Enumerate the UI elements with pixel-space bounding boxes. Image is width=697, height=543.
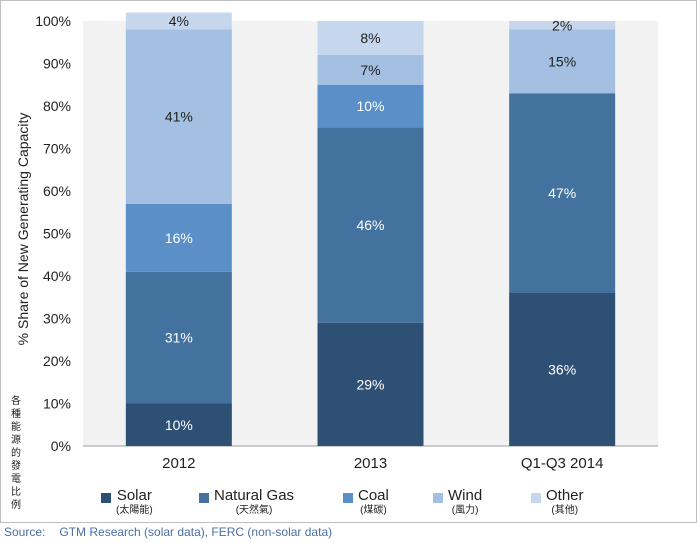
legend-label-chinese: (煤碳) [360, 505, 387, 516]
legend-label-chinese: (風力) [451, 505, 479, 516]
bar-segment [509, 93, 616, 293]
legend-text: Coal (煤碳) [358, 488, 389, 516]
y-tick-label: 30% [43, 311, 71, 327]
legend-swatch [531, 493, 541, 503]
legend-label-chinese: (太陽能) [116, 505, 153, 516]
legend-label: Coal [358, 487, 389, 504]
legend-item: Other (其他) [531, 488, 584, 516]
bar-segment [125, 12, 232, 30]
data-label: 2% [552, 17, 572, 33]
legend-swatch [433, 493, 443, 503]
y-tick-label: 90% [43, 56, 71, 72]
legend-text: Natural Gas (天然氣) [214, 488, 294, 516]
legend-text: Wind (風力) [448, 488, 482, 516]
data-label: 8% [360, 30, 380, 46]
bar-segment [317, 127, 424, 323]
legend-label: Other [546, 487, 584, 504]
y-tick-label: 50% [43, 226, 71, 242]
legend-label: Natural Gas [214, 487, 295, 504]
data-label: 7% [360, 62, 380, 78]
data-label: 15% [548, 53, 576, 69]
chart-frame: 0% 10% 20% 30% 40% 50% 60% 70% 80% 90% 100% 10% 31% 1… [0, 0, 697, 523]
source-text: GTM Research (solar data), FERC (non-sol… [59, 525, 333, 539]
bar-segment [317, 21, 424, 55]
x-tick-label: 2012 [162, 455, 195, 472]
legend-text: Other (其他) [546, 488, 584, 516]
legend-item: Coal (煤碳) [343, 488, 389, 516]
bar-segment [125, 29, 232, 204]
legend-text: Solar (太陽能) [116, 488, 153, 516]
legend-label-chinese: (天然氣) [235, 505, 273, 516]
legend-swatch [199, 493, 209, 503]
source-note: Source: GTM Research (solar data), FERC (… [4, 525, 346, 539]
x-tick-label: Q1-Q3 2014 [521, 455, 604, 472]
bar-segment [317, 55, 424, 85]
legend-item: Natural Gas (天然氣) [199, 488, 294, 516]
data-label: 10% [165, 417, 193, 433]
bar-segment [317, 84, 424, 128]
data-label: 16% [165, 230, 193, 246]
bar-segment [125, 203, 232, 272]
bar-segment [317, 322, 424, 446]
y-tick-label: 10% [43, 396, 71, 412]
legend-item: Solar (太陽能) [101, 488, 153, 516]
y-tick-label: 0% [51, 438, 71, 454]
legend-item: Wind (風力) [433, 488, 482, 516]
bar-segment [125, 403, 232, 446]
legend-label-chinese: (其他) [551, 505, 579, 516]
legend-swatch [343, 493, 353, 503]
legend-label: Wind [448, 487, 483, 504]
bar-segment [509, 21, 616, 30]
y-tick-label: 40% [43, 268, 71, 284]
bar-segment [509, 29, 616, 94]
bar-segment [509, 293, 616, 446]
data-label: 41% [165, 109, 193, 125]
data-label: 29% [356, 376, 384, 392]
x-tick-label: 2013 [354, 455, 387, 472]
stacked-bar-chart: 0% 10% 20% 30% 40% 50% 60% 70% 80% 90% 100% 10% 31% 1… [35, 12, 658, 472]
y-tick-label: 70% [43, 141, 71, 157]
legend-label: Solar [116, 487, 152, 504]
y-tick-label: 100% [35, 13, 71, 29]
data-label: 31% [165, 330, 193, 346]
y-tick-label: 60% [43, 183, 71, 199]
data-label: 10% [356, 98, 384, 114]
legend-swatch [101, 493, 111, 503]
data-label: 4% [169, 13, 189, 29]
y-axis-title: % Share of New Generating Capacity [15, 112, 31, 346]
y-tick-label: 20% [43, 353, 71, 369]
source-label: Source: [4, 525, 46, 539]
y-tick-label: 80% [43, 98, 71, 114]
y-axis-title-chinese: 各種能源的發電比例 [11, 396, 21, 511]
data-label: 47% [548, 185, 576, 201]
y-axis-title-group: % Share of New Generating Capacity 各種能源的… [7, 71, 31, 511]
bar-segment [125, 271, 232, 404]
data-label: 46% [356, 217, 384, 233]
data-label: 36% [548, 362, 576, 378]
